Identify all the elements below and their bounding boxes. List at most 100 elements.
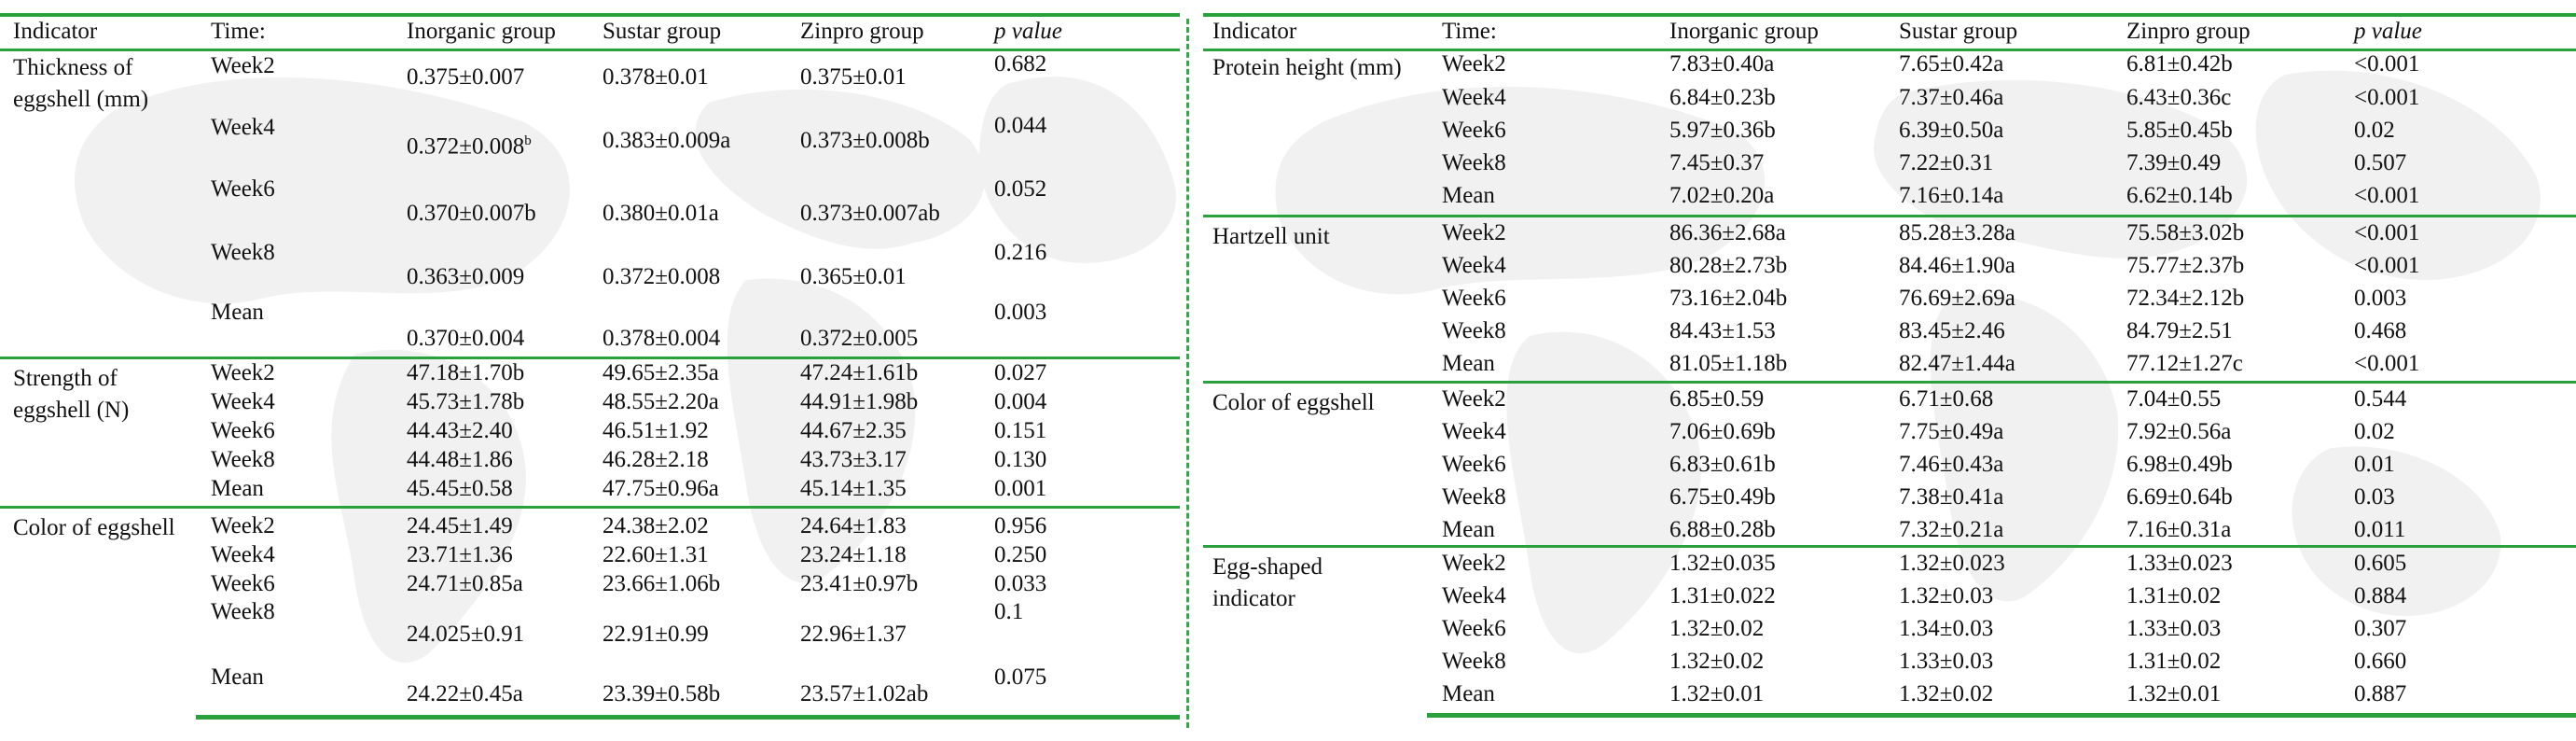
cell-p-value: <0.001 <box>2354 85 2420 110</box>
cell-zinpro: 23.24±1.18 <box>800 542 907 567</box>
cell-sustar: 7.65±0.42a <box>1899 51 2004 77</box>
cell-p-value: 0.004 <box>994 389 1047 414</box>
cell-zinpro: 47.24±1.61b <box>800 360 919 385</box>
cell-time: Mean <box>211 300 264 325</box>
cell-p-value: 0.130 <box>994 447 1047 472</box>
cell-time: Week2 <box>211 360 275 385</box>
cell-sustar: 7.46±0.43a <box>1899 452 2004 477</box>
cell-sustar: 1.34±0.03 <box>1899 616 1994 641</box>
cell-inorganic: 24.025±0.91 <box>407 622 525 647</box>
table-row: Mean 45.45±0.58 47.75±0.96a 45.14±1.35 0… <box>0 475 1180 504</box>
group-label: Strength of eggshell (N) <box>13 366 130 423</box>
cell-sustar: 7.37±0.46a <box>1899 85 2004 110</box>
cell-sustar: 0.383±0.009a <box>602 128 731 153</box>
cell-zinpro: 6.62±0.14b <box>2126 183 2233 208</box>
significance-superscript: b <box>524 133 532 148</box>
cell-inorganic: 6.84±0.23b <box>1669 85 1776 110</box>
cell-time: Week4 <box>211 542 275 567</box>
cell-time: Week2 <box>1442 551 1506 576</box>
header-inorganic: Inorganic group <box>1669 19 1819 44</box>
table-row: Week8 44.48±1.86 46.28±2.18 43.73±3.17 0… <box>0 446 1180 475</box>
cell-inorganic: 80.28±2.73b <box>1669 253 1788 278</box>
cell-inorganic: 24.22±0.45a <box>407 681 523 706</box>
cell-zinpro: 6.98±0.49b <box>2126 452 2233 477</box>
cell-p-value: 0.001 <box>994 476 1047 501</box>
cell-inorganic: 6.83±0.61b <box>1669 452 1776 477</box>
cell-time: Week4 <box>211 389 275 414</box>
cell-zinpro: 75.58±3.02b <box>2126 220 2245 245</box>
cell-inorganic: 6.88±0.28b <box>1669 517 1776 542</box>
cell-inorganic: 7.02±0.20a <box>1669 183 1775 208</box>
header-time: Time: <box>211 19 266 44</box>
cell-time: Week8 <box>1442 318 1506 343</box>
cell-time: Week8 <box>211 599 275 624</box>
cell-time: Week2 <box>1442 386 1506 412</box>
cell-zinpro: 5.85±0.45b <box>2126 118 2233 143</box>
cell-time: Week8 <box>1442 649 1506 674</box>
cell-sustar: 49.65±2.35a <box>602 360 719 385</box>
panel-divider <box>1186 19 1189 728</box>
cell-time: Week2 <box>1442 51 1506 77</box>
cell-time: Week4 <box>1442 419 1506 444</box>
cell-zinpro: 0.373±0.008b <box>800 128 930 153</box>
cell-zinpro: 44.91±1.98b <box>800 389 919 414</box>
header-indicator: Indicator <box>13 19 98 44</box>
group-label: Egg-shaped indicator <box>1212 554 1323 611</box>
cell-inorganic: 1.32±0.01 <box>1669 681 1765 706</box>
cell-zinpro: 1.32±0.01 <box>2126 681 2222 706</box>
cell-p-value: 0.216 <box>994 240 1047 265</box>
cell-sustar: 22.91±0.99 <box>602 622 709 647</box>
cell-zinpro: 75.77±2.37b <box>2126 253 2245 278</box>
cell-time: Week2 <box>1442 220 1506 245</box>
cell-zinpro: 6.43±0.36c <box>2126 85 2232 110</box>
cell-inorganic: 1.32±0.02 <box>1669 649 1765 674</box>
cell-inorganic: 1.31±0.022 <box>1669 583 1776 608</box>
cell-p-value: <0.001 <box>2354 51 2420 77</box>
cell-zinpro: 84.79±2.51 <box>2126 318 2233 343</box>
cell-sustar: 7.22±0.31 <box>1899 150 1994 175</box>
cell-sustar: 1.32±0.02 <box>1899 681 1994 706</box>
cell-time: Mean <box>211 664 264 690</box>
cell-sustar: 83.45±2.46 <box>1899 318 2005 343</box>
group-label: Protein height (mm) <box>1212 55 1402 80</box>
cell-p-value: 0.887 <box>2354 681 2407 706</box>
group-hartzell: Hartzell unit Week2 86.36±2.68a 85.28±3.… <box>1203 215 2576 384</box>
cell-inorganic: 0.372±0.008b <box>407 133 532 160</box>
cell-inorganic: 24.45±1.49 <box>407 513 513 538</box>
cell-zinpro: 1.33±0.023 <box>2126 551 2233 576</box>
cell-sustar: 0.378±0.004 <box>602 326 721 351</box>
cell-time: Week8 <box>211 240 275 265</box>
cell-zinpro: 7.39±0.49 <box>2126 150 2222 175</box>
cell-zinpro: 43.73±3.17 <box>800 447 907 472</box>
cell-sustar: 6.71±0.68 <box>1899 386 1994 412</box>
cell-time: Week6 <box>211 571 275 596</box>
cell-p-value: 0.052 <box>994 176 1047 202</box>
cell-sustar: 23.39±0.58b <box>602 681 721 706</box>
cell-sustar: 7.38±0.41a <box>1899 484 2004 510</box>
cell-time: Week6 <box>211 176 275 202</box>
cell-sustar: 47.75±0.96a <box>602 476 719 501</box>
cell-p-value: 0.250 <box>994 542 1047 567</box>
cell-p-value: 0.507 <box>2354 150 2407 175</box>
cell-time: Mean <box>1442 351 1495 376</box>
cell-p-value: <0.001 <box>2354 183 2420 208</box>
cell-sustar: 46.51±1.92 <box>602 418 709 443</box>
cell-zinpro: 0.372±0.005 <box>800 326 919 351</box>
cell-sustar: 7.32±0.21a <box>1899 517 2004 542</box>
group-egg-shape: Egg-shaped indicator Week2 1.32±0.035 1.… <box>1203 545 2576 716</box>
cell-time: Mean <box>211 476 264 501</box>
cell-time: Week8 <box>1442 150 1506 175</box>
cell-sustar: 1.32±0.03 <box>1899 583 1994 608</box>
table-bottom-rule <box>1427 713 2576 718</box>
cell-p-value: 0.03 <box>2354 484 2395 510</box>
cell-zinpro: 1.33±0.03 <box>2126 616 2222 641</box>
cell-inorganic: 7.45±0.37 <box>1669 150 1765 175</box>
cell-p-value: 0.003 <box>2354 286 2407 311</box>
cell-p-value: 0.044 <box>994 113 1047 138</box>
cell-zinpro: 6.69±0.64b <box>2126 484 2233 510</box>
cell-zinpro: 0.375±0.01 <box>800 64 907 90</box>
cell-p-value: 0.956 <box>994 513 1047 538</box>
cell-inorganic: 24.71±0.85a <box>407 571 523 596</box>
cell-time: Week8 <box>211 447 275 472</box>
group-label: Hartzell unit <box>1212 224 1330 249</box>
